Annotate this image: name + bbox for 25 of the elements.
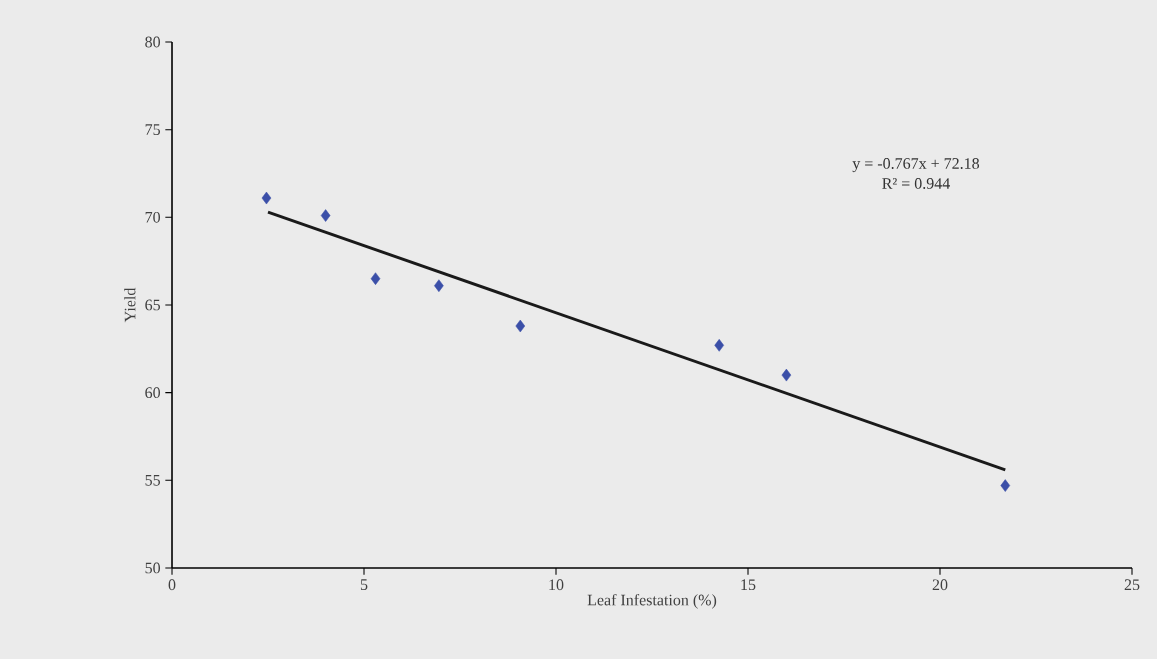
- x-tick-label: 25: [1124, 579, 1140, 591]
- point: [320, 209, 331, 222]
- x-tick-label: 20: [932, 579, 948, 591]
- y-tick-label: 50: [145, 562, 161, 574]
- y-tick-label: 75: [145, 124, 161, 135]
- x-tick-label: 10: [549, 579, 564, 591]
- x-tick-label: 0: [168, 579, 176, 591]
- y-tick-label: 60: [145, 387, 161, 399]
- point: [1000, 479, 1011, 492]
- y-axis-title: Yield: [124, 287, 136, 323]
- annotation: y = -0.767x + 72.18: [852, 158, 980, 173]
- point: [714, 339, 724, 352]
- point: [434, 279, 444, 292]
- y-tick-label: 70: [145, 211, 161, 223]
- y-tick-label: 80: [145, 36, 161, 48]
- y-tick-label: 55: [145, 475, 161, 486]
- x-tick-label: 15: [741, 579, 756, 591]
- y-tick-label: 65: [145, 299, 161, 311]
- point: [261, 191, 272, 205]
- point: [370, 272, 381, 285]
- x-axis-title: Leaf Infestation (%): [587, 593, 717, 609]
- annotation: R² = 0.944: [882, 178, 950, 189]
- x-tick-label: 5: [360, 579, 368, 590]
- point: [515, 319, 526, 333]
- point: [781, 368, 792, 382]
